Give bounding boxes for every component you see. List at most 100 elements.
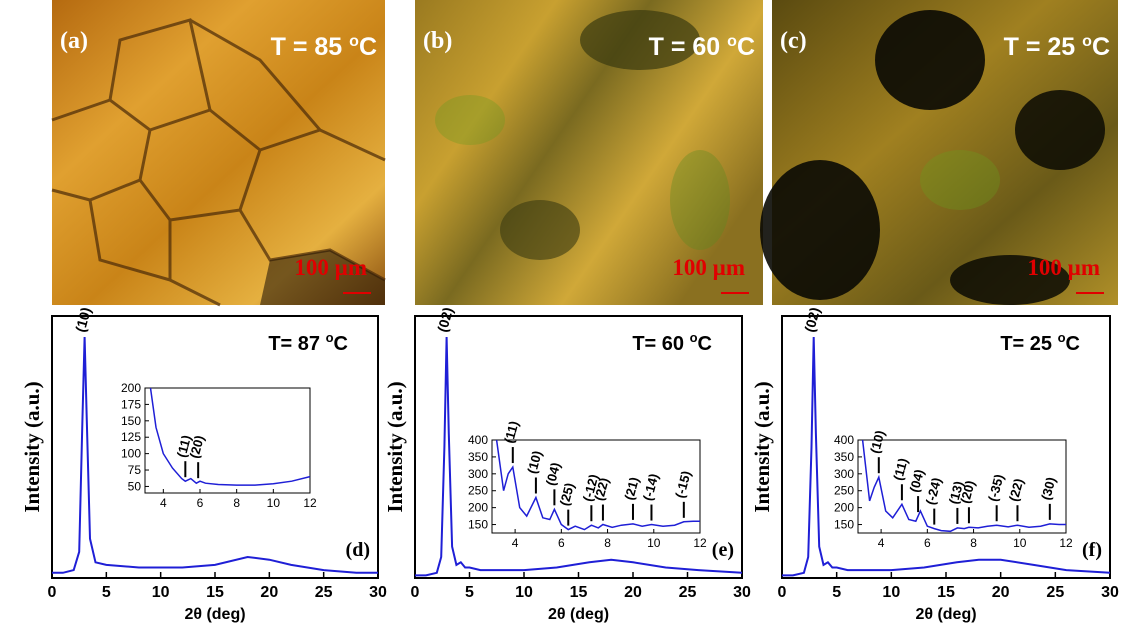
title-sup: o	[690, 330, 698, 345]
x-axis-label: 2θ (deg)	[184, 606, 245, 623]
figure: (a)T = 85 oC100 µm(b)T = 60 oC100 µm(c)T…	[0, 0, 1122, 630]
temperature: T = 25 oC	[1004, 33, 1110, 61]
y-axis-label: Intensity (a.u.)	[383, 381, 407, 512]
panel-label: (c)	[780, 28, 807, 54]
x-tick-label: 25	[1046, 584, 1064, 601]
inset-frame	[145, 388, 310, 493]
x-tick-label: 30	[369, 584, 387, 601]
x-tick-label: 5	[832, 584, 841, 601]
temperature-unit: C	[737, 33, 755, 61]
inset-y-tick-label: 350	[468, 450, 488, 464]
inset-x-tick-label: 6	[558, 536, 565, 550]
temperature-value: T = 60	[649, 33, 728, 61]
inset-x-tick-label: 10	[1013, 536, 1027, 550]
x-tick-label: 25	[315, 584, 333, 601]
inset-y-tick-label: 100	[121, 447, 141, 461]
scale-label: 100 µm	[294, 255, 367, 280]
inset-y-tick-label: 200	[121, 381, 141, 395]
temperature-sup: o	[727, 33, 737, 50]
temperature-value: T = 85	[271, 33, 350, 61]
title-sup: o	[326, 330, 334, 345]
inset-y-tick-label: 300	[834, 467, 854, 481]
chart-title: T= 25 oC	[1000, 330, 1080, 355]
inset-y-tick-label: 250	[468, 484, 488, 498]
inset-x-tick-label: 8	[604, 536, 611, 550]
scale-label: 100 µm	[1027, 255, 1100, 280]
x-tick-label: 20	[260, 584, 278, 601]
title-unit: C	[698, 333, 712, 355]
inset-y-tick-label: 200	[468, 501, 488, 515]
y-axis-label: Intensity (a.u.)	[20, 381, 44, 512]
xrd-plot: 0 5 10 15 20 25 30 2θ (deg) Intensity (a.u.) T= 6…	[383, 306, 751, 623]
inset-x-tick-label: 12	[693, 536, 707, 550]
x-tick-label: 15	[206, 584, 224, 601]
inset-y-tick-label: 200	[834, 501, 854, 515]
panel-label: (e)	[712, 539, 734, 561]
temperature: T = 85 oC	[271, 33, 377, 61]
y-axis-label: Intensity (a.u.)	[750, 381, 774, 512]
panel-label: (f)	[1082, 539, 1102, 561]
scale-label: 100 µm	[672, 255, 745, 280]
x-tick-label: 10	[515, 584, 533, 601]
inset-y-tick-label: 150	[468, 518, 488, 532]
x-tick-label: 25	[679, 584, 697, 601]
inset-y-tick-label: 150	[121, 414, 141, 428]
panel-label: (a)	[60, 28, 88, 54]
temperature-sup: o	[1082, 33, 1092, 50]
title-unit: C	[334, 333, 348, 355]
inset-y-tick-label: 150	[834, 518, 854, 532]
title-text: T= 25	[1000, 333, 1057, 355]
x-tick-label: 15	[937, 584, 955, 601]
inset-y-tick-label: 400	[468, 433, 488, 447]
x-tick-label: 20	[624, 584, 642, 601]
inset-x-tick-label: 12	[1059, 536, 1073, 550]
xrd-plot: 0 5 10 15 20 25 30 2θ (deg) Intensity (a.u.) T= 2…	[750, 306, 1119, 623]
inset-x-tick-label: 8	[970, 536, 977, 550]
x-axis-label: 2θ (deg)	[548, 606, 609, 623]
x-tick-label: 0	[411, 584, 420, 601]
inset-y-tick-label: 250	[834, 484, 854, 498]
inset-x-tick-label: 6	[924, 536, 931, 550]
inset-y-tick-label: 125	[121, 430, 141, 444]
x-tick-label: 30	[1101, 584, 1119, 601]
temperature-unit: C	[359, 33, 377, 61]
x-tick-label: 15	[570, 584, 588, 601]
xrd-plot: 0 5 10 15 20 25 30 2θ (deg) Intensity (a.u.) T= 8…	[20, 306, 387, 623]
inset-x-tick-label: 4	[878, 536, 885, 550]
temperature-sup: o	[349, 33, 359, 50]
x-axis-label: 2θ (deg)	[915, 606, 976, 623]
chart-title: T= 60 oC	[632, 330, 712, 355]
title-text: T= 87	[268, 333, 325, 355]
chart-title: T= 87 oC	[268, 330, 348, 355]
inset-y-tick-label: 175	[121, 397, 141, 411]
x-tick-label: 20	[992, 584, 1010, 601]
temperature-value: T = 25	[1004, 33, 1083, 61]
temperature: T = 60 oC	[649, 33, 755, 61]
x-tick-label: 10	[882, 584, 900, 601]
temperature-unit: C	[1092, 33, 1110, 61]
panel-label: (b)	[423, 28, 452, 54]
x-tick-label: 0	[48, 584, 57, 601]
inset-x-tick-label: 4	[160, 496, 167, 510]
inset-y-tick-label: 300	[468, 467, 488, 481]
x-tick-label: 5	[102, 584, 111, 601]
inset-y-tick-label: 75	[128, 463, 142, 477]
inset-y-tick-label: 400	[834, 433, 854, 447]
inset-x-tick-label: 10	[647, 536, 661, 550]
inset-x-tick-label: 8	[233, 496, 240, 510]
inset-x-tick-label: 6	[197, 496, 204, 510]
inset-y-tick-label: 350	[834, 450, 854, 464]
x-tick-label: 30	[733, 584, 751, 601]
inset-y-tick-label: 50	[128, 479, 142, 493]
panel-label: (d)	[346, 539, 370, 561]
inset-x-tick-label: 10	[267, 496, 281, 510]
inset-x-tick-label: 12	[303, 496, 317, 510]
title-text: T= 60	[632, 333, 689, 355]
x-tick-label: 10	[152, 584, 170, 601]
title-sup: o	[1058, 330, 1066, 345]
x-tick-label: 0	[778, 584, 787, 601]
x-tick-label: 5	[465, 584, 474, 601]
title-unit: C	[1066, 333, 1080, 355]
